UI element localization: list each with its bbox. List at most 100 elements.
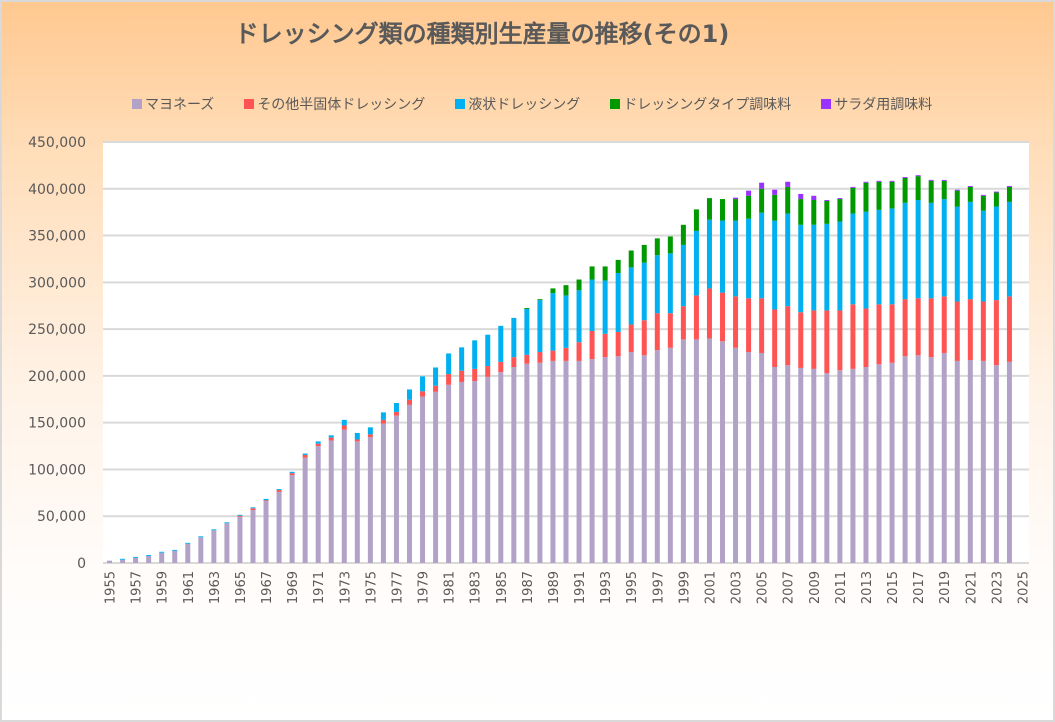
bar-segment xyxy=(250,507,256,509)
bar-segment xyxy=(980,195,986,211)
bar-segment xyxy=(798,367,804,563)
bar-segment xyxy=(393,415,399,563)
bar-segment xyxy=(367,427,373,435)
bar-segment xyxy=(328,435,334,438)
bar-segment xyxy=(641,355,647,563)
bar-segment xyxy=(772,309,778,367)
legend-item-dressing-type-seasoning: ドレッシングタイプ調味料 xyxy=(610,94,791,114)
bar-segment xyxy=(406,399,412,405)
x-tick-label: 2025 xyxy=(1016,571,1031,604)
bar-segment xyxy=(824,373,830,563)
bar-segment xyxy=(915,355,921,563)
y-tick-label: 100,000 xyxy=(28,462,86,478)
bar-segment xyxy=(915,200,921,299)
bar-segment xyxy=(628,324,634,353)
bar-segment xyxy=(876,364,882,563)
x-tick-label: 1971 xyxy=(312,571,327,604)
x-tick-label: 1983 xyxy=(469,571,484,604)
bar-segment xyxy=(667,347,673,563)
bar-segment xyxy=(393,403,399,412)
bar-segment xyxy=(837,199,843,222)
bar-segment xyxy=(706,198,712,220)
x-tick-label: 1959 xyxy=(156,571,171,604)
bar-segment xyxy=(602,357,608,563)
bar-segment xyxy=(302,457,308,563)
bar-segment xyxy=(667,236,673,254)
bar-segment xyxy=(837,198,843,200)
bar-segment xyxy=(446,353,452,375)
bar-segment xyxy=(863,367,869,563)
bar-segment xyxy=(420,391,426,397)
bar-segment xyxy=(680,306,686,340)
bar-segment xyxy=(328,437,334,441)
bar-segment xyxy=(876,209,882,305)
bar-segment xyxy=(459,381,465,563)
bar-segment xyxy=(537,300,543,353)
bar-segment xyxy=(706,288,712,339)
bar-segment xyxy=(550,360,556,563)
bar-segment xyxy=(720,292,726,342)
bar-segment xyxy=(772,367,778,563)
bar-segment xyxy=(785,306,791,366)
bar-segment xyxy=(863,181,869,183)
bar-segment xyxy=(798,224,804,313)
bar-segment xyxy=(993,206,999,301)
x-tick-label: 1969 xyxy=(286,571,301,604)
bar-segment xyxy=(289,471,295,474)
bar-segment xyxy=(537,352,543,363)
bar-segment xyxy=(263,500,269,502)
legend-label: サラダ用調味料 xyxy=(834,97,933,113)
bar-segment xyxy=(472,381,478,563)
x-tick-label: 1965 xyxy=(234,571,249,604)
bar-segment xyxy=(146,555,152,563)
bar-segment xyxy=(393,411,399,416)
bar-segment xyxy=(746,298,752,353)
bar-segment xyxy=(380,412,386,420)
bar-segment xyxy=(667,313,673,348)
x-tick-label: 1999 xyxy=(677,571,692,604)
bar-segment xyxy=(667,253,673,314)
bar-segment xyxy=(902,177,908,179)
bar-segment xyxy=(759,188,765,213)
legend-item-salad-seasoning: サラダ用調味料 xyxy=(821,94,932,114)
bar-segment xyxy=(733,220,739,297)
bar-segment xyxy=(628,352,634,563)
bar-segment xyxy=(811,368,817,563)
bar-segment xyxy=(224,522,230,524)
bar-segment xyxy=(589,279,595,331)
bar-segment xyxy=(693,230,699,296)
x-tick-label: 2009 xyxy=(808,571,823,604)
bar-segment xyxy=(641,262,647,321)
bar-segment xyxy=(354,432,360,440)
bar-segment xyxy=(472,340,478,369)
bar-segment xyxy=(941,352,947,563)
bar-segment xyxy=(276,490,282,492)
y-tick-label: 250,000 xyxy=(28,322,86,338)
bar-segment xyxy=(759,212,765,299)
bar-segment xyxy=(863,211,869,309)
bar-segment xyxy=(511,357,517,367)
x-tick-label: 2015 xyxy=(886,571,901,604)
bar-segment xyxy=(902,356,908,563)
legend-swatch xyxy=(455,99,466,109)
bar-segment xyxy=(406,389,412,400)
bar-segment xyxy=(1006,185,1012,187)
y-tick-label: 300,000 xyxy=(28,275,86,291)
bars xyxy=(107,175,1012,563)
bar-segment xyxy=(824,310,830,374)
bar-segment xyxy=(993,191,999,193)
bar-segment xyxy=(798,312,804,368)
bar-segment xyxy=(811,195,817,200)
bar-segment xyxy=(576,360,582,563)
bar-segment xyxy=(902,202,908,300)
bar-segment xyxy=(524,308,530,309)
bar-segment xyxy=(824,223,830,311)
bar-segment xyxy=(211,529,217,531)
bar-segment xyxy=(785,186,791,214)
bar-segment xyxy=(759,352,765,563)
bar-segment xyxy=(589,359,595,563)
bar-segment xyxy=(733,296,739,348)
y-axis: 0 50,000 100,000 150,000 200,000 250,000 300,0… xyxy=(28,135,86,572)
bar-segment xyxy=(341,429,347,563)
bar-segment xyxy=(915,298,921,356)
